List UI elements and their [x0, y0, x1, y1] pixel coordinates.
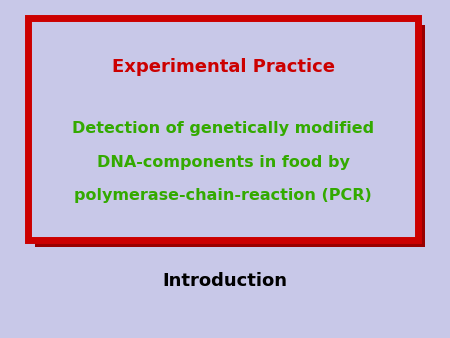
- Text: DNA-components in food by: DNA-components in food by: [97, 155, 350, 170]
- Bar: [28, 18, 418, 240]
- Text: Introduction: Introduction: [162, 272, 288, 290]
- Text: Experimental Practice: Experimental Practice: [112, 58, 334, 76]
- Text: polymerase-chain-reaction (PCR): polymerase-chain-reaction (PCR): [74, 188, 372, 203]
- Text: Detection of genetically modified: Detection of genetically modified: [72, 121, 374, 137]
- Bar: [35, 25, 425, 247]
